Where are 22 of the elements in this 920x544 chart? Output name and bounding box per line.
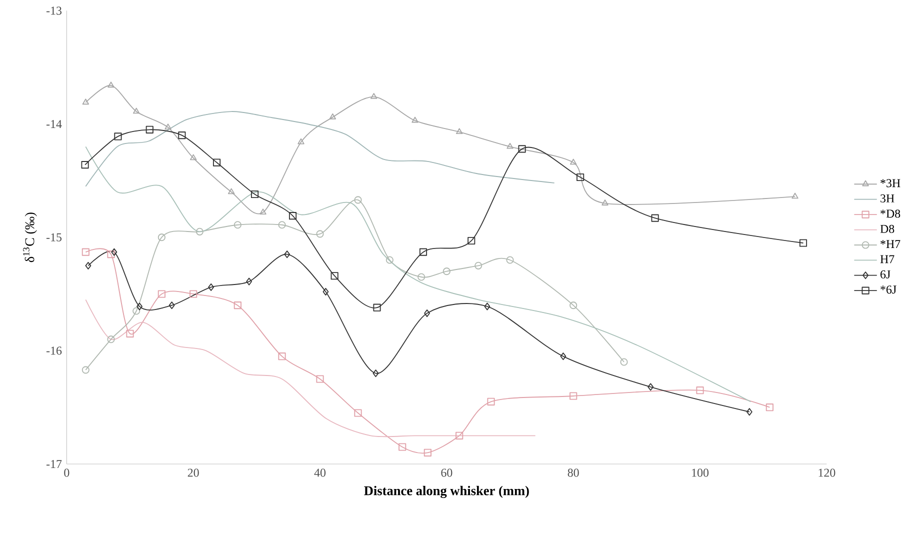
x-tick-label: 0 bbox=[64, 468, 70, 477]
y-axis-title: δ$^{13}$C (‰) bbox=[23, 212, 37, 262]
legend-label: *3H bbox=[880, 179, 900, 188]
y-tick-label: -14 bbox=[46, 120, 62, 128]
x-tick-label: 40 bbox=[314, 468, 326, 477]
x-axis-title: Distance along whisker (mm) bbox=[364, 486, 529, 498]
y-tick-label: -16 bbox=[46, 346, 62, 355]
y-tick-label: -13 bbox=[46, 6, 62, 15]
legend-label: 6J bbox=[880, 270, 890, 278]
legend-label: *6J bbox=[880, 286, 896, 294]
x-tick-label: 120 bbox=[818, 468, 836, 477]
legend-label: D8 bbox=[880, 224, 894, 233]
legend-label: *D8 bbox=[880, 210, 900, 218]
y-tick-label: -15 bbox=[46, 233, 62, 242]
x-tick-label: 20 bbox=[188, 468, 199, 477]
x-tick-label: 100 bbox=[692, 468, 709, 477]
legend-label: *H7 bbox=[880, 240, 900, 248]
legend-label: H7 bbox=[880, 255, 894, 264]
y-tick-label: -17 bbox=[46, 460, 62, 468]
x-tick-label: 60 bbox=[441, 468, 452, 477]
legend-label: 3H bbox=[880, 194, 894, 202]
x-tick-label: 80 bbox=[568, 468, 579, 477]
